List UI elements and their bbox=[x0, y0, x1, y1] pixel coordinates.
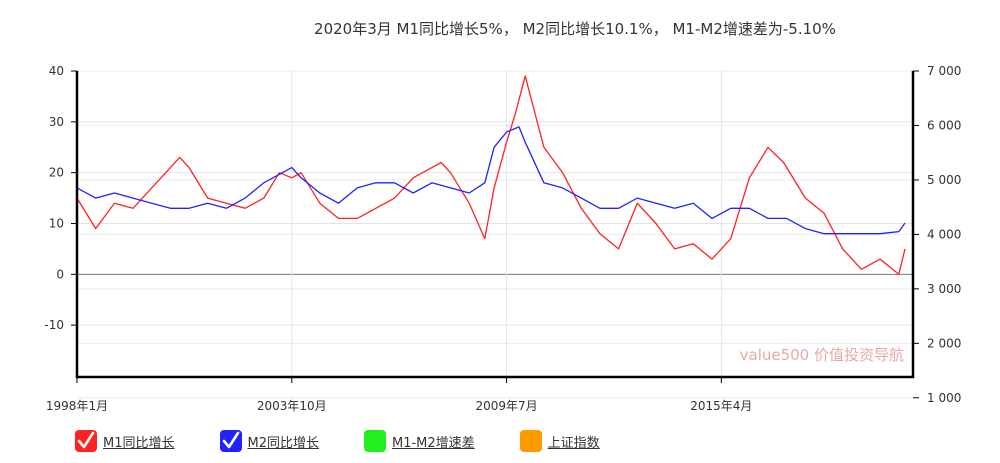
y-left-tick-label: 10 bbox=[49, 217, 64, 231]
series-line-2 bbox=[76, 126, 906, 235]
check-icon bbox=[222, 431, 239, 449]
legend-label[interactable]: M1-M2增速差 bbox=[392, 435, 475, 451]
y-left-tick-label: 0 bbox=[56, 267, 64, 281]
x-tick-label: 2009年7月 bbox=[475, 399, 537, 413]
y-right-tick-label: 3 000 bbox=[927, 282, 961, 296]
legend-checkbox[interactable] bbox=[219, 430, 242, 452]
watermark: value500 价值投资导航 bbox=[740, 346, 904, 364]
x-tick-label: 2003年10月 bbox=[257, 399, 327, 413]
check-icon bbox=[77, 431, 95, 449]
y-left-tick-label: 30 bbox=[49, 115, 64, 129]
y-left-tick-label: 40 bbox=[49, 64, 64, 78]
legend-checkbox[interactable] bbox=[75, 430, 97, 452]
legend-item[interactable]: M1-M2增速差 bbox=[364, 430, 475, 452]
y-right-tick-label: 7 000 bbox=[927, 64, 961, 78]
y-right-tick-label: 4 000 bbox=[927, 227, 961, 241]
y-right-tick-label: 6 000 bbox=[927, 118, 961, 132]
series-line-1 bbox=[76, 75, 906, 275]
legend-label[interactable]: 上证指数 bbox=[547, 435, 600, 451]
y-left-tick-label: 20 bbox=[49, 166, 64, 180]
y-right-tick-label: 2 000 bbox=[927, 336, 961, 350]
legend-item[interactable]: M1同比增长 bbox=[75, 430, 175, 452]
legend: M1同比增长 M2同比增长 M1-M2增速差 上证指数 bbox=[75, 428, 645, 454]
x-tick-label: 2015年4月 bbox=[690, 399, 752, 413]
legend-checkbox[interactable] bbox=[364, 430, 386, 452]
legend-item[interactable]: M2同比增长 bbox=[219, 430, 320, 452]
y-right-tick-label: 1 000 bbox=[927, 391, 961, 405]
legend-label[interactable]: M1同比增长 bbox=[103, 435, 175, 451]
legend-item[interactable]: 上证指数 bbox=[519, 430, 600, 452]
legend-label[interactable]: M2同比增长 bbox=[247, 435, 320, 451]
x-tick-label: 1998年1月 bbox=[46, 399, 108, 413]
legend-checkbox[interactable] bbox=[519, 430, 542, 452]
y-right-tick-label: 5 000 bbox=[927, 173, 961, 187]
y-left-tick-label: -10 bbox=[44, 318, 64, 332]
chart-title: 2020年3月 M1同比增长5%， M2同比增长10.1%， M1-M2增速差为… bbox=[314, 20, 836, 38]
